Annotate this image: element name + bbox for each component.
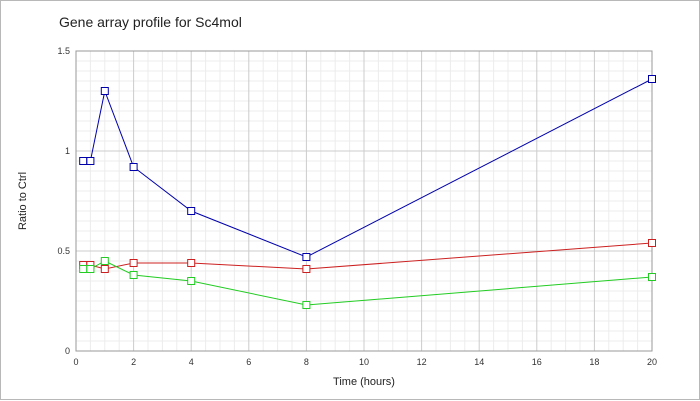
data-point-marker — [187, 277, 196, 285]
data-point-marker — [129, 259, 138, 267]
x-axis-label: Time (hours) — [333, 376, 395, 388]
data-point-marker — [187, 259, 196, 267]
series-2 — [79, 239, 656, 273]
x-tick-label: 12 — [417, 357, 427, 367]
data-point-marker — [100, 87, 109, 95]
data-point-marker — [86, 157, 95, 165]
x-tick-label: 20 — [647, 357, 657, 367]
x-tick-label: 6 — [246, 357, 251, 367]
series-1 — [79, 75, 656, 261]
y-tick-label: 1 — [65, 146, 70, 156]
data-point-marker — [302, 301, 311, 309]
x-tick-label: 14 — [474, 357, 484, 367]
data-point-marker — [648, 273, 656, 281]
x-tick-label: 16 — [532, 357, 542, 367]
series-line — [83, 78, 653, 258]
series-layer — [79, 75, 656, 309]
y-tick-label: 1.5 — [57, 46, 70, 56]
data-point-marker — [79, 265, 88, 273]
plot-area-border — [75, 50, 653, 352]
data-point-marker — [86, 265, 95, 273]
data-point-marker — [648, 239, 656, 247]
y-axis-label: Ratio to Ctrl — [17, 172, 29, 230]
chart-title: Gene array profile for Sc4mol — [59, 14, 242, 30]
data-point-marker — [302, 265, 311, 273]
data-point-marker — [648, 75, 656, 83]
x-tick-label: 10 — [359, 357, 369, 367]
data-point-marker — [100, 265, 109, 273]
y-tick-label: 0 — [65, 346, 70, 356]
data-point-marker — [100, 257, 109, 265]
y-tick-label: 0.5 — [57, 246, 70, 256]
x-tick-label: 8 — [304, 357, 309, 367]
data-point-marker — [79, 157, 88, 165]
series-3 — [79, 257, 656, 309]
data-point-marker — [129, 271, 138, 279]
series-line — [83, 260, 653, 306]
x-tick-label: 0 — [73, 357, 78, 367]
x-tick-label: 2 — [131, 357, 136, 367]
series-line — [83, 242, 653, 270]
x-tick-label: 18 — [589, 357, 599, 367]
data-point-marker — [187, 207, 196, 215]
y-axis-ticks: 0 0.5 1 1.5 — [57, 46, 70, 356]
data-point-marker — [129, 163, 138, 171]
x-axis-ticks: 0 2 4 6 8 10 12 14 16 18 20 — [73, 357, 657, 367]
x-tick-label: 4 — [189, 357, 194, 367]
data-point-marker — [302, 253, 311, 261]
